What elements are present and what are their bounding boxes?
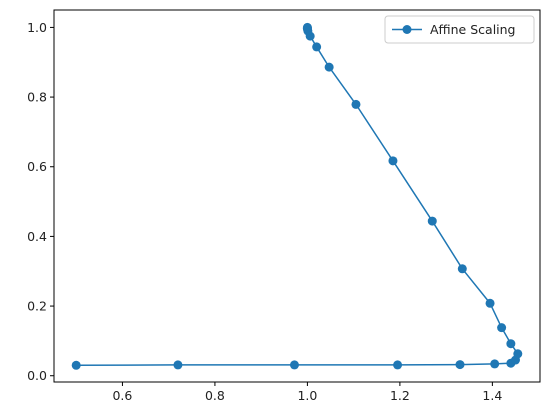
data-point (351, 99, 361, 109)
data-point (289, 360, 299, 370)
y-tick-label: 0.6 (27, 159, 47, 174)
y-tick-label: 1.0 (27, 20, 47, 35)
data-point (302, 22, 312, 32)
x-tick-label: 1.4 (482, 388, 502, 403)
x-axis-ticks: 0.6 0.8 1.0 1.2 1.4 (112, 382, 502, 403)
data-point (490, 359, 500, 369)
data-point (393, 360, 403, 370)
data-point (506, 339, 516, 349)
plot-area-frame (53, 9, 541, 383)
legend-label-affine-scaling: Affine Scaling (430, 22, 516, 37)
data-point (173, 360, 183, 370)
data-point (324, 62, 334, 72)
x-tick-label: 1.0 (297, 388, 317, 403)
x-tick-label: 1.2 (390, 388, 410, 403)
data-point (388, 156, 398, 166)
data-point (485, 298, 495, 308)
data-point (71, 360, 81, 370)
y-tick-label: 0.2 (27, 299, 47, 314)
series-layer (71, 22, 523, 370)
y-tick-label: 0.8 (27, 90, 47, 105)
data-point (457, 264, 467, 274)
legend: Affine Scaling (384, 15, 535, 44)
y-tick-label: 0.4 (27, 229, 47, 244)
data-point (513, 349, 523, 359)
y-axis-ticks: 0.0 0.2 0.4 0.6 0.8 1.0 (27, 20, 54, 383)
data-point (312, 42, 322, 52)
x-tick-label: 0.8 (205, 388, 225, 403)
x-tick-label: 0.6 (112, 388, 132, 403)
data-point (427, 216, 437, 226)
data-point (455, 360, 465, 370)
data-point (497, 323, 507, 333)
legend-box (384, 15, 535, 44)
y-tick-label: 0.0 (27, 368, 47, 383)
legend-marker (402, 25, 412, 34)
